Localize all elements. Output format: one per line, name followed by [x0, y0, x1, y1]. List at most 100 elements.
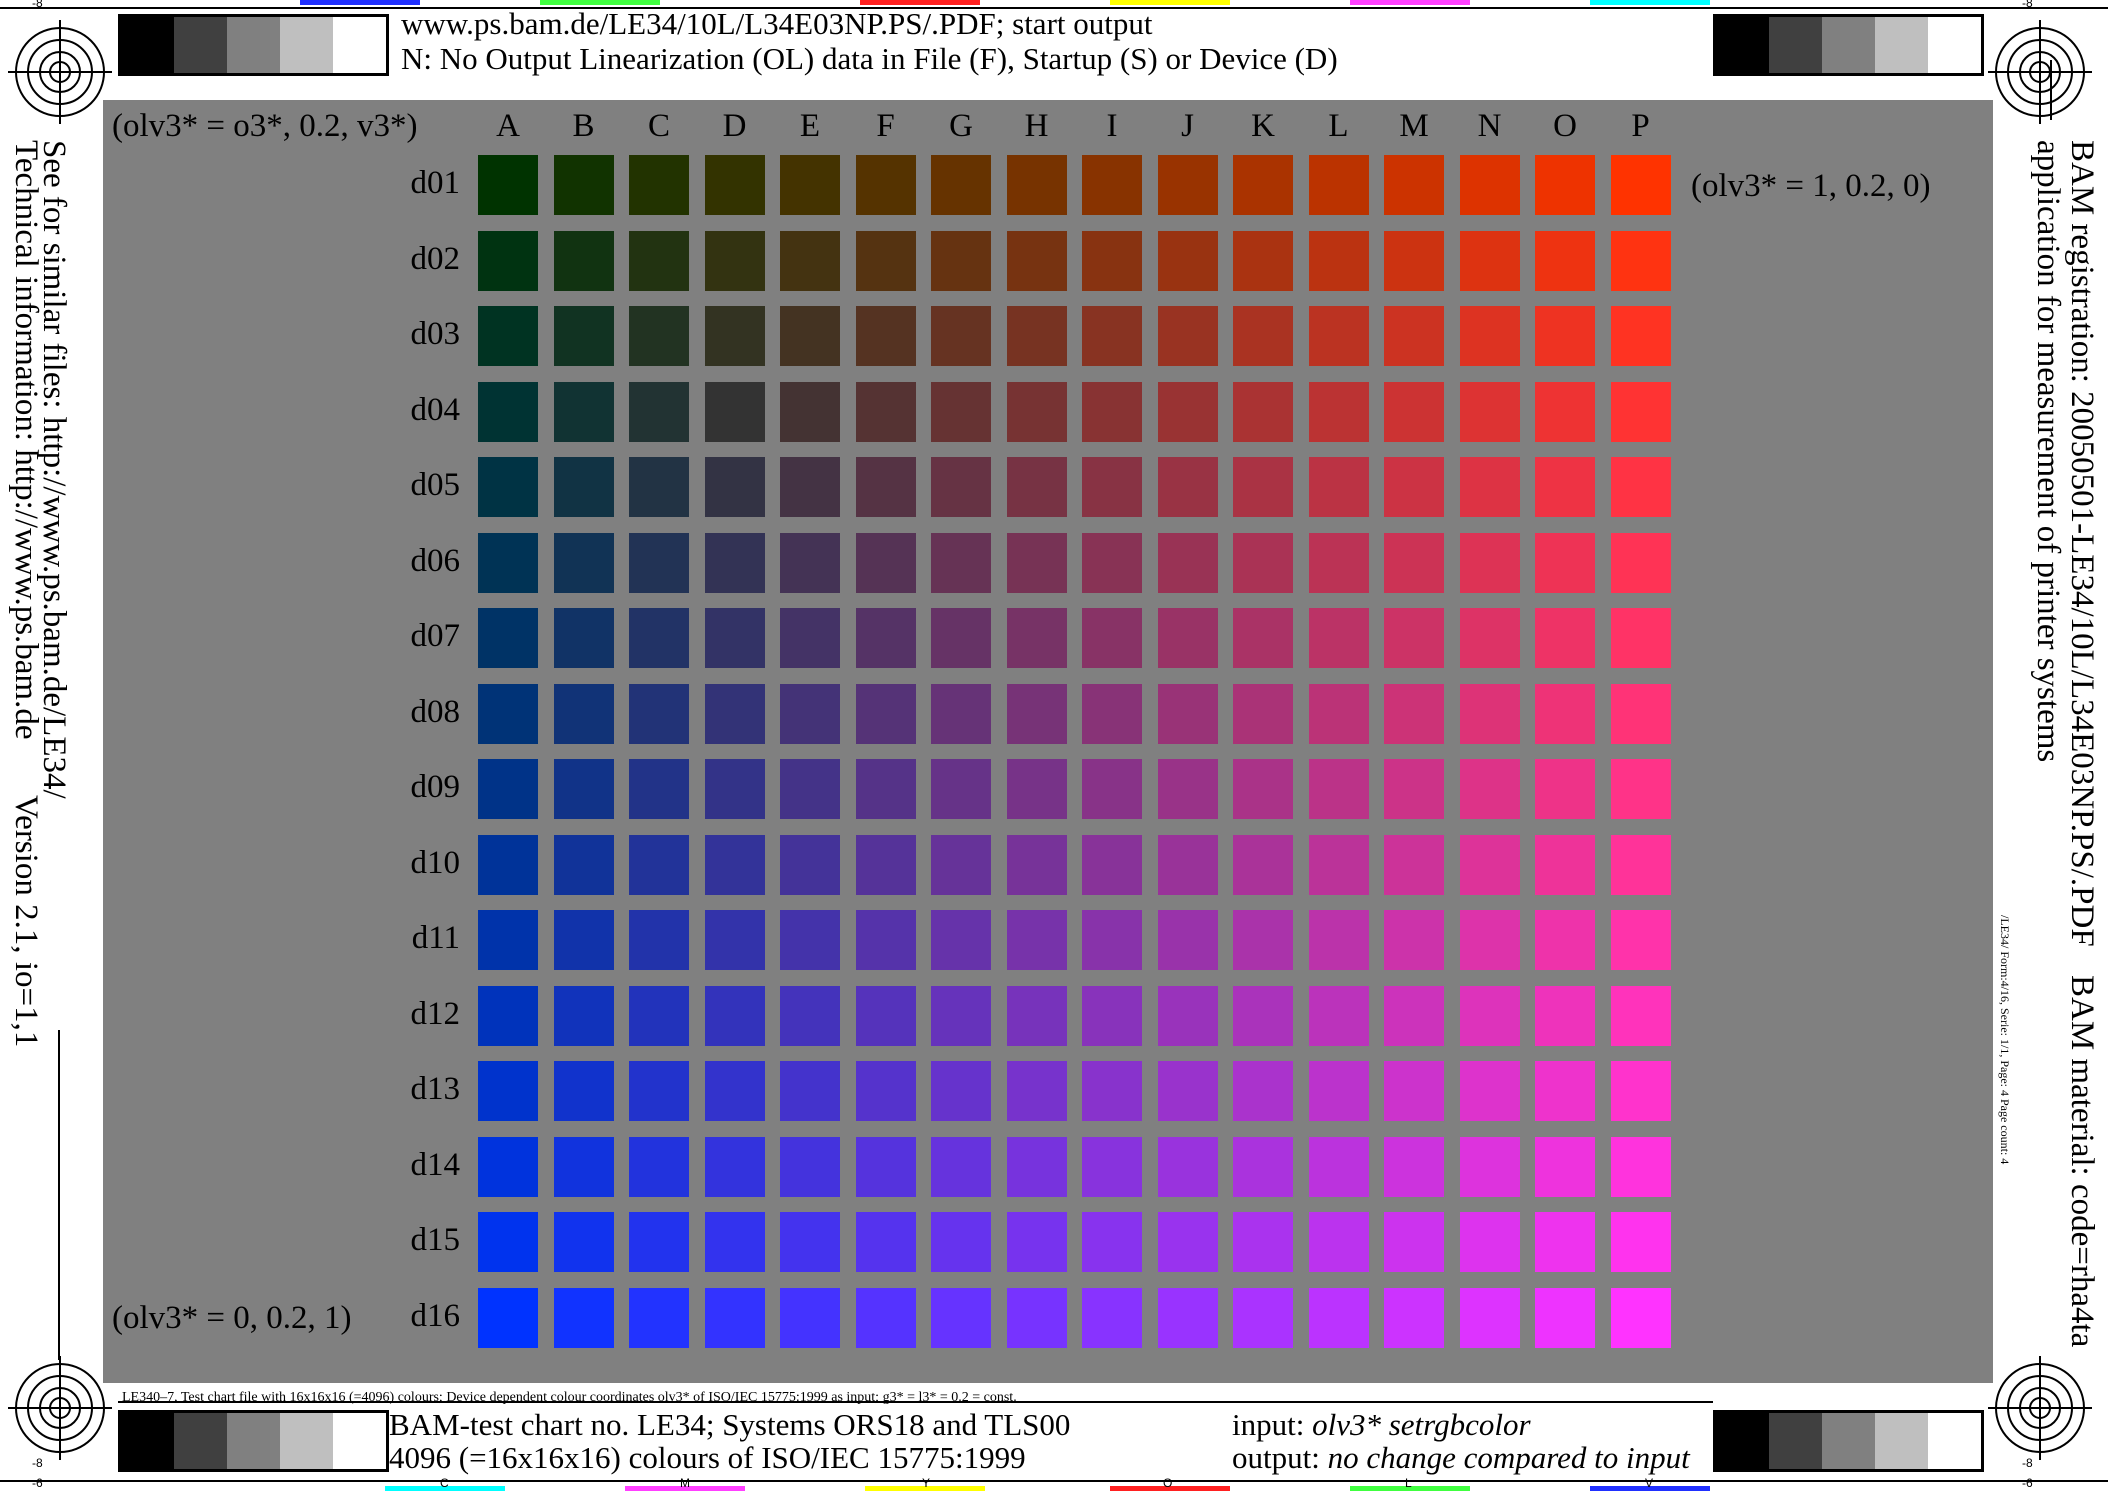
color-patch [1233, 910, 1293, 970]
gray-patch [1875, 17, 1928, 73]
column-header-n: N [1477, 108, 1502, 144]
color-patch [629, 155, 689, 215]
color-patch [1006, 1136, 1067, 1197]
color-patch [780, 1287, 840, 1348]
color-patch [1006, 759, 1067, 819]
color-patch [1157, 910, 1218, 970]
registration-mark-top-left [8, 20, 112, 124]
color-patch [1233, 155, 1293, 215]
color-patch [855, 1212, 916, 1272]
row-header-d04: d04 [410, 391, 461, 428]
color-patch [931, 985, 991, 1046]
color-patch [629, 608, 689, 668]
color-patch [1082, 910, 1142, 970]
row-header-d13: d13 [410, 1071, 461, 1107]
row-header-d16: d16 [410, 1297, 461, 1334]
color-patch [1610, 1212, 1671, 1272]
color-patch [1535, 759, 1595, 819]
color-patch [704, 230, 765, 291]
color-patch [553, 381, 614, 442]
color-patch [1610, 381, 1671, 442]
color-patch [704, 381, 765, 442]
row-header-d14: d14 [410, 1146, 461, 1183]
color-patch [855, 381, 916, 442]
color-patch [1233, 759, 1293, 819]
color-patch [1006, 155, 1067, 215]
color-patch [1459, 759, 1520, 819]
tick-label-bottom-right-a: -8 [2022, 1456, 2033, 1470]
gray-patch [1769, 1413, 1822, 1469]
color-bar-top-y [1110, 0, 1230, 5]
color-patch [1082, 155, 1142, 215]
color-patch [478, 1212, 538, 1272]
color-patch [629, 457, 689, 517]
footer-rule [118, 1401, 1713, 1403]
color-patch [1082, 1287, 1142, 1348]
color-patch [1082, 1212, 1142, 1272]
column-header-i: I [1106, 108, 1118, 144]
column-header-h: H [1024, 108, 1049, 144]
color-patch [478, 306, 538, 366]
color-patch [629, 985, 689, 1046]
color-patch [1459, 834, 1520, 895]
color-patch [1610, 834, 1671, 895]
color-patch [1535, 457, 1595, 517]
color-bar-top-o [860, 0, 980, 5]
color-patch [1384, 230, 1444, 291]
color-patch [1233, 834, 1293, 895]
color-patch [1459, 1061, 1520, 1121]
color-patch [478, 381, 538, 442]
color-patch [855, 985, 916, 1046]
column-header-g: G [949, 108, 973, 144]
color-bar-top-v [300, 0, 420, 5]
color-patch [1308, 985, 1369, 1046]
color-patch [629, 1061, 689, 1121]
color-patch [704, 306, 765, 366]
gray-patch [1716, 1413, 1769, 1469]
color-patch [478, 230, 538, 291]
color-patch [1308, 683, 1369, 744]
color-patch [1233, 532, 1293, 593]
color-patch [1384, 155, 1444, 215]
color-patch [553, 910, 614, 970]
column-header-p: P [1631, 108, 1650, 144]
column-header-a: A [496, 108, 520, 144]
color-patch [1082, 1061, 1142, 1121]
header-line-2: N: No Output Linearization (OL) data in … [401, 41, 1338, 76]
color-bar-bottom-v [1590, 1486, 1710, 1491]
color-patch [1006, 683, 1067, 744]
color-bar-bottom-m [625, 1486, 745, 1491]
color-patch [855, 910, 916, 970]
color-patch [931, 910, 991, 970]
color-patch [1459, 155, 1520, 215]
gray-strip-top-left [118, 14, 389, 76]
color-patch [1535, 683, 1595, 744]
color-patch [1535, 910, 1595, 970]
color-patch [629, 910, 689, 970]
color-patch [553, 1212, 614, 1272]
color-patch [1157, 1061, 1218, 1121]
color-patch [1535, 1212, 1595, 1272]
color-patch [1082, 532, 1142, 593]
color-bar-bottom-y [865, 1486, 985, 1491]
color-patch [478, 683, 538, 744]
color-patch [780, 608, 840, 668]
color-patch [1157, 1212, 1218, 1272]
gray-patch [174, 17, 227, 73]
color-patch [1006, 457, 1067, 517]
left-side-rule [58, 1030, 60, 1360]
color-patch [931, 381, 991, 442]
tick-label-bottom-right-b: -6 [2022, 1476, 2033, 1490]
gray-patch [1822, 17, 1875, 73]
column-header-k: K [1251, 108, 1275, 144]
color-patch [1308, 1136, 1369, 1197]
color-patch [931, 759, 991, 819]
color-patch [1459, 1287, 1520, 1348]
row-header-d06: d06 [410, 542, 461, 579]
color-patch [1384, 1212, 1444, 1272]
color-patch [855, 834, 916, 895]
color-patch [704, 457, 765, 517]
footer-title-line-2: 4096 (=16x16x16) colours of ISO/IEC 1577… [389, 1440, 1026, 1475]
column-header-d: D [722, 108, 747, 144]
color-patch [1308, 1061, 1369, 1121]
